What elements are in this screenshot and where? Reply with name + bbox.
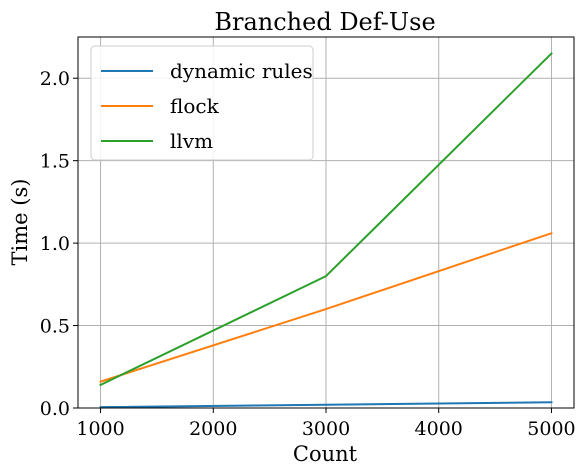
y-tick-label: 0.5 [40,316,70,338]
x-tick-label: 4000 [415,418,463,440]
legend-label-dynamic-rules: dynamic rules [170,59,313,83]
series-group [99,52,553,409]
x-tick-label: 3000 [302,418,350,440]
x-tick-label: 1000 [76,418,124,440]
chart-title: Branched Def-Use [214,8,435,36]
ticks: 1000 2000 3000 4000 5000 0.0 0.5 1.0 1.5 2.0 [40,68,576,440]
y-tick-label: 0.0 [40,398,70,420]
series-line-llvm [99,52,553,387]
series-line-flock [99,231,553,383]
series-line-dynamic-rules [99,401,553,409]
legend-label-llvm: llvm [170,129,213,153]
legend: dynamic rules flock llvm [90,45,314,161]
y-axis-label: Time (s) [8,179,32,266]
y-tick-label: 1.5 [40,151,70,173]
y-tick-label: 1.0 [40,233,70,255]
x-axis-label: Count [293,442,358,466]
legend-label-flock: flock [170,94,220,118]
x-tick-label: 2000 [189,418,237,440]
x-tick-label: 5000 [527,418,575,440]
y-tick-label: 2.0 [40,68,70,90]
legend-box [90,45,314,161]
